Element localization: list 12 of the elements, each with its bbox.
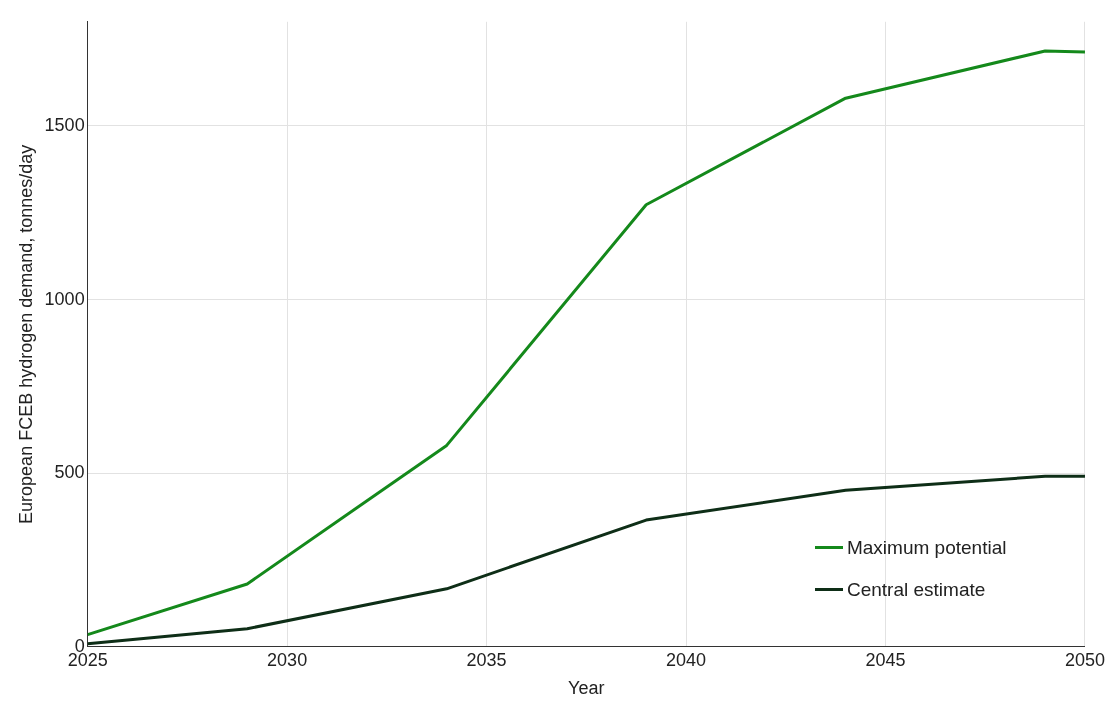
x-axis-title: Year [568, 678, 605, 699]
x-tick-label: 2045 [865, 649, 906, 670]
legend-label: Maximum potential [846, 536, 1007, 559]
x-tick-label: 2030 [267, 649, 308, 670]
y-tick-label: 1500 [44, 114, 85, 135]
legend-label: Central estimate [846, 578, 986, 601]
y-axis-title: European FCEB hydrogen demand, tonnes/day [15, 144, 36, 524]
x-tick-label: 2035 [466, 649, 507, 670]
x-tick-label: 2050 [1064, 649, 1105, 670]
y-tick-label: 1000 [44, 288, 85, 309]
y-tick-label: 500 [54, 462, 85, 483]
x-tick-label: 2040 [666, 649, 707, 670]
